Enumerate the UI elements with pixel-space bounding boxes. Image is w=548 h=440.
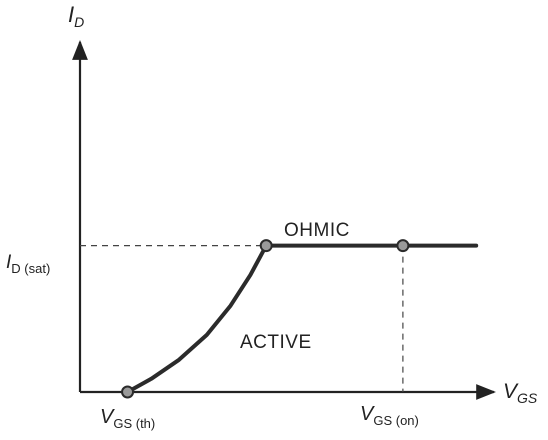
marked-point-0: [121, 385, 135, 399]
x-tick-label-vgs-on: VGS (on): [360, 403, 419, 428]
x-tick-label-vgs-th: VGS (th): [100, 406, 155, 431]
transfer-curve: [125, 243, 479, 394]
annotation-active: ACTIVE: [240, 332, 312, 353]
annotation-ohmic: OHMIC: [284, 220, 350, 241]
marked-point-1: [259, 239, 273, 253]
x-axis-label: VGS: [503, 380, 538, 406]
y-axis-label: ID: [68, 2, 84, 30]
y-tick-label-id-sat: ID (sat): [6, 252, 50, 276]
marked-point-2: [396, 239, 410, 253]
